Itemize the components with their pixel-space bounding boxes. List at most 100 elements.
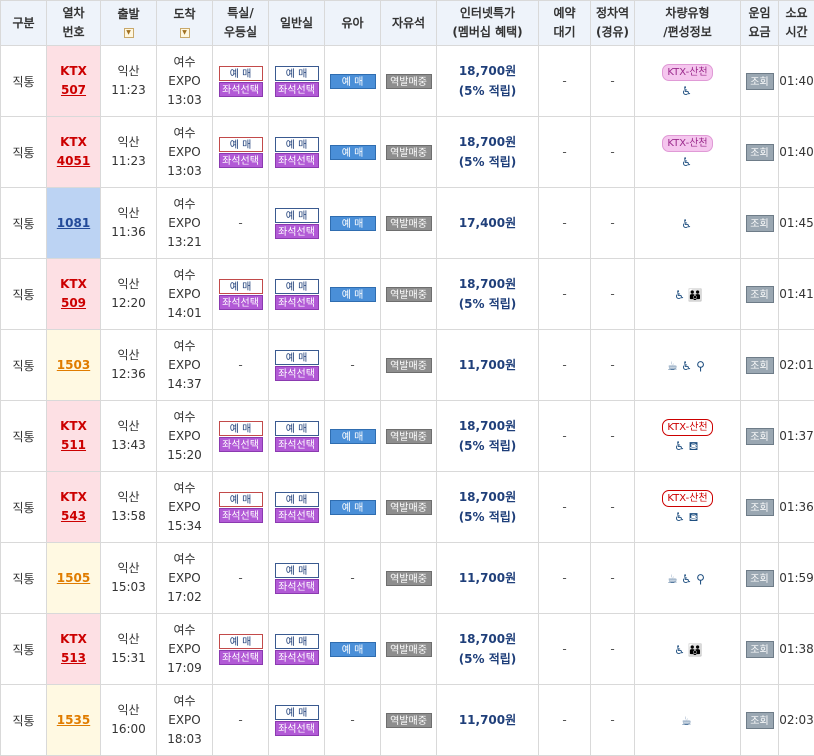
general-seat-select-button[interactable]: 좌석선택 (274, 507, 319, 523)
train-number-link[interactable]: 507 (60, 83, 87, 97)
general-reserve-button[interactable]: 예 매 (274, 704, 319, 720)
price-value: 18,700원 (458, 632, 517, 646)
special-seat-select-button[interactable]: 좌석선택 (218, 81, 263, 97)
station-sale-button[interactable]: 역발매중 (385, 641, 432, 657)
special-seat-select-button[interactable]: 좌석선택 (218, 152, 263, 168)
train-number-link[interactable]: 543 (60, 509, 87, 523)
station-sale-button[interactable]: 역발매중 (385, 712, 432, 728)
wheelchair-icon: ♿ (681, 83, 694, 98)
infant-reserve-button[interactable]: 예 매 (329, 641, 376, 657)
special-seat-cell: 예 매 좌석선택 (212, 116, 269, 188)
infant-reserve-button[interactable]: 예 매 (329, 215, 376, 231)
station-sale-button[interactable]: 역발매중 (385, 144, 432, 160)
general-reserve-button[interactable]: 예 매 (274, 633, 319, 649)
infant-reserve-button[interactable]: 예 매 (329, 499, 376, 515)
fare-inquiry-button[interactable]: 조회 (745, 711, 774, 729)
departure-time: 13:58 (111, 509, 146, 523)
infant-reserve-button[interactable]: 예 매 (329, 73, 376, 89)
arrival-station-sub: EXPO (168, 286, 201, 301)
train-number-link[interactable]: 1081 (56, 215, 91, 230)
general-seat-select-button[interactable]: 좌석선택 (274, 436, 319, 452)
wheelchair-icon: ♿ (674, 288, 687, 302)
general-reserve-button[interactable]: 예 매 (274, 207, 319, 223)
general-seat-select-button[interactable]: 좌석선택 (274, 649, 319, 665)
ktx-sancheon-badge: KTX-산천 (662, 418, 713, 436)
special-seat-select-button[interactable]: 좌석선택 (218, 436, 263, 452)
duration-value: 01:37 (779, 429, 814, 443)
sort-icon[interactable]: ▼ (123, 27, 134, 38)
general-seat-select-button[interactable]: 좌석선택 (274, 223, 319, 239)
duration-value: 01:59 (779, 571, 814, 585)
general-seat-cell: 예 매 좌석선택 (268, 187, 325, 259)
fare-inquiry-button[interactable]: 조회 (745, 214, 774, 232)
fare-inquiry-button[interactable]: 조회 (745, 569, 774, 587)
station-sale-button[interactable]: 역발매중 (385, 215, 432, 231)
general-reserve-button[interactable]: 예 매 (274, 491, 319, 507)
general-reserve-button[interactable]: 예 매 (274, 136, 319, 152)
ktx-label: KTX (60, 135, 87, 149)
special-unavailable: - (238, 358, 243, 372)
general-reserve-button[interactable]: 예 매 (274, 562, 319, 578)
stop-cell: - (590, 116, 635, 188)
special-reserve-button[interactable]: 예 매 (218, 633, 263, 649)
train-number-link[interactable]: 1503 (56, 357, 91, 372)
general-reserve-button[interactable]: 예 매 (274, 349, 319, 365)
fare-inquiry-button[interactable]: 조회 (745, 498, 774, 516)
station-sale-button[interactable]: 역발매중 (385, 73, 432, 89)
sort-icon[interactable]: ▼ (179, 27, 190, 38)
special-reserve-button[interactable]: 예 매 (218, 491, 263, 507)
fare-inquiry-button[interactable]: 조회 (745, 356, 774, 374)
special-seat-select-button[interactable]: 좌석선택 (218, 507, 263, 523)
arrival-station-sub: EXPO (168, 215, 201, 230)
fare-inquiry-button[interactable]: 조회 (745, 72, 774, 90)
general-seat-cell: 예 매 좌석선택 (268, 329, 325, 401)
price-note: (5% 적립) (458, 510, 517, 524)
infant-reserve-button[interactable]: 예 매 (329, 286, 376, 302)
general-seat-select-button[interactable]: 좌석선택 (274, 152, 319, 168)
train-number-link[interactable]: 1535 (56, 712, 91, 727)
header-departure[interactable]: 출발 ▼ (100, 0, 157, 46)
arrival-station: 여수 (173, 409, 196, 424)
station-sale-button[interactable]: 역발매중 (385, 286, 432, 302)
infant-reserve-button[interactable]: 예 매 (329, 428, 376, 444)
general-seat-cell: 예 매 좌석선택 (268, 471, 325, 543)
special-reserve-button[interactable]: 예 매 (218, 136, 263, 152)
infant-reserve-button[interactable]: 예 매 (329, 144, 376, 160)
train-number-link[interactable]: 4051 (56, 154, 91, 168)
special-reserve-button[interactable]: 예 매 (218, 420, 263, 436)
station-sale-button[interactable]: 역발매중 (385, 357, 432, 373)
standing-cell: 역발매중 (380, 613, 437, 685)
train-number-link[interactable]: 509 (60, 296, 87, 310)
general-reserve-button[interactable]: 예 매 (274, 65, 319, 81)
general-reserve-button[interactable]: 예 매 (274, 278, 319, 294)
general-seat-cell: 예 매 좌석선택 (268, 684, 325, 756)
general-seat-select-button[interactable]: 좌석선택 (274, 294, 319, 310)
arrival-cell: 여수 EXPO 15:20 (156, 400, 213, 472)
train-number-link[interactable]: 511 (60, 438, 87, 452)
special-seat-select-button[interactable]: 좌석선택 (218, 649, 263, 665)
special-seat-select-button[interactable]: 좌석선택 (218, 294, 263, 310)
general-seat-select-button[interactable]: 좌석선택 (274, 720, 319, 736)
header-arrival[interactable]: 도착 ▼ (156, 0, 213, 46)
general-seat-select-button[interactable]: 좌석선택 (274, 365, 319, 381)
departure-station: 익산 (117, 348, 140, 362)
station-sale-button[interactable]: 역발매중 (385, 428, 432, 444)
general-reserve-button[interactable]: 예 매 (274, 420, 319, 436)
train-number-cell: 1535 (46, 684, 101, 756)
general-seat-select-button[interactable]: 좌석선택 (274, 81, 319, 97)
station-sale-button[interactable]: 역발매중 (385, 570, 432, 586)
station-sale-button[interactable]: 역발매중 (385, 499, 432, 515)
train-number-link[interactable]: 513 (60, 651, 87, 665)
train-number-link[interactable]: 1505 (56, 570, 91, 585)
duration-value: 02:03 (779, 713, 814, 727)
special-reserve-button[interactable]: 예 매 (218, 65, 263, 81)
fare-inquiry-button[interactable]: 조회 (745, 427, 774, 445)
fare-inquiry-button[interactable]: 조회 (745, 143, 774, 161)
arrival-station-sub: EXPO (168, 641, 201, 656)
fare-inquiry-button[interactable]: 조회 (745, 285, 774, 303)
general-seat-select-button[interactable]: 좌석선택 (274, 578, 319, 594)
wait-value: - (562, 571, 567, 585)
fare-inquiry-button[interactable]: 조회 (745, 640, 774, 658)
special-reserve-button[interactable]: 예 매 (218, 278, 263, 294)
standing-cell: 역발매중 (380, 258, 437, 330)
